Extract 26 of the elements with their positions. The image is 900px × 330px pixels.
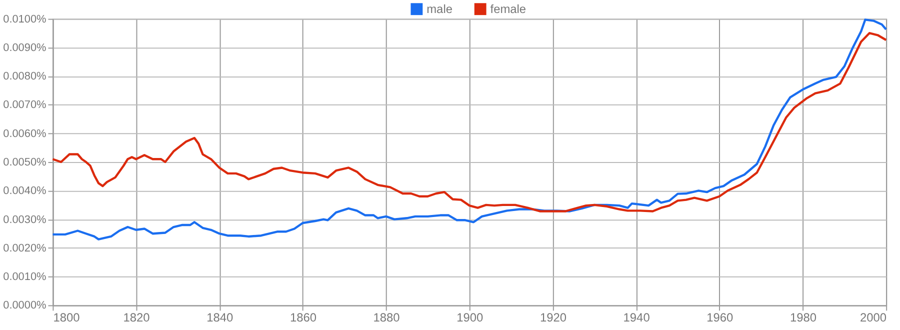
x-tick-label: 1820 <box>123 310 150 325</box>
x-tick-label: 2000 <box>860 310 887 325</box>
y-tick-label: 0.0070% <box>3 99 47 112</box>
x-tick-label: 1920 <box>540 310 567 325</box>
y-tick-label: 0.0090% <box>3 42 47 54</box>
x-tick-label: 1900 <box>456 310 484 325</box>
x-tick-label: 1800 <box>53 310 80 325</box>
x-tick-label: 1880 <box>373 310 400 325</box>
x-tick-label: 1980 <box>790 310 817 325</box>
y-tick-label: 0.0100% <box>3 13 47 26</box>
line-series <box>52 18 888 240</box>
y-tick-label: 0.0040% <box>3 185 47 198</box>
line-series <box>52 32 888 212</box>
y-tick-label: 0.0000% <box>3 300 47 312</box>
y-tick-label: 0.0010% <box>3 271 47 284</box>
x-tick-label: 1860 <box>290 310 317 325</box>
legend-label: female <box>490 2 526 16</box>
y-tick-label: 0.0060% <box>3 128 47 140</box>
x-tick-label: 1940 <box>623 310 650 325</box>
legend-label: male <box>426 2 453 16</box>
y-tick-label: 0.0030% <box>3 214 47 226</box>
x-tick-label: 1960 <box>706 310 734 325</box>
y-tick-label: 0.0080% <box>3 70 47 83</box>
y-tick-label: 0.0020% <box>3 242 47 254</box>
y-tick-label: 0.0050% <box>3 156 47 168</box>
x-tick-label: 1840 <box>206 310 234 325</box>
